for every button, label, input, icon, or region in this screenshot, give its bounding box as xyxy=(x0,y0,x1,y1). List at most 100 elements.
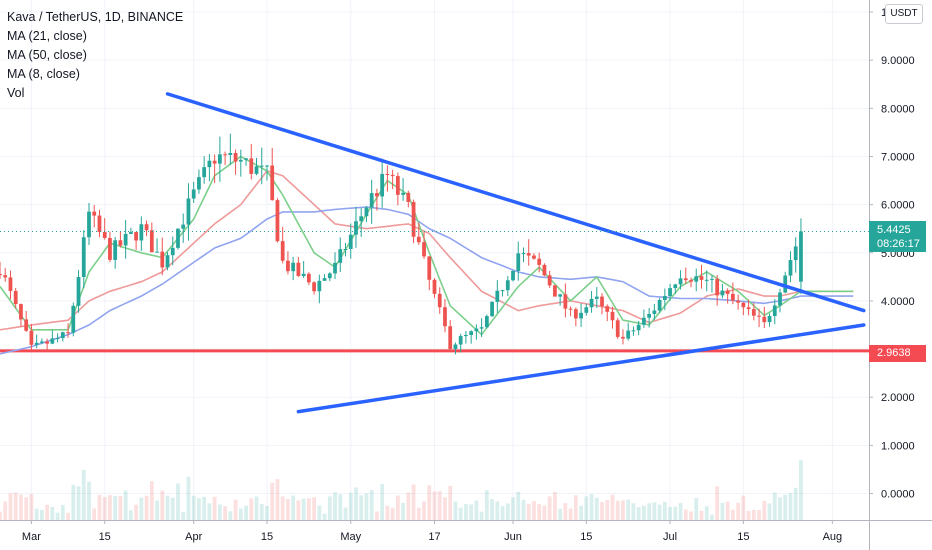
candle-body xyxy=(731,293,735,301)
candle-body xyxy=(558,294,563,297)
volume-bar xyxy=(615,500,620,520)
candle xyxy=(762,306,767,328)
candle-body xyxy=(579,312,583,319)
support-price-tag: 2.9638 xyxy=(869,345,926,362)
volume-bar xyxy=(500,506,505,520)
volume-bar xyxy=(338,494,343,520)
volume-bar xyxy=(395,495,400,520)
volume-bar xyxy=(584,496,589,520)
volume-bar xyxy=(699,510,704,520)
volume-bar xyxy=(668,506,672,520)
volume-bar xyxy=(673,506,678,520)
candle-body xyxy=(448,326,453,350)
candle-body xyxy=(348,234,353,249)
x-tick-label: Aug xyxy=(823,531,843,543)
candle-body xyxy=(134,232,138,241)
candle-body xyxy=(547,275,552,286)
volume-bar xyxy=(207,503,212,520)
candle xyxy=(270,147,275,201)
volume-bar xyxy=(19,494,23,520)
candle xyxy=(265,165,269,181)
volume-bar xyxy=(537,504,542,520)
y-tick-label: 2.0000 xyxy=(881,392,915,404)
candle xyxy=(233,149,238,175)
volume-bar xyxy=(495,501,500,520)
candle-body xyxy=(725,290,730,294)
candle xyxy=(113,236,118,269)
candle xyxy=(479,318,484,338)
candle xyxy=(45,338,49,353)
candle xyxy=(558,293,563,306)
candle xyxy=(799,218,803,295)
candle-body xyxy=(657,299,662,311)
candle-body xyxy=(772,305,777,316)
candle xyxy=(29,324,34,351)
candle-body xyxy=(767,315,772,323)
candle xyxy=(81,230,86,289)
ma8-line xyxy=(0,155,854,336)
candle-body xyxy=(652,310,657,314)
volume-bar xyxy=(600,502,604,520)
volume-bar xyxy=(526,503,531,520)
candle xyxy=(458,333,463,353)
candle xyxy=(521,247,526,263)
candle-body xyxy=(191,189,196,199)
indicator-volume-label[interactable]: Vol xyxy=(7,86,25,100)
volume-bar xyxy=(563,503,568,520)
candle xyxy=(181,213,186,243)
candle-body xyxy=(385,173,390,175)
volume-bar xyxy=(778,497,782,520)
candle-body xyxy=(778,292,782,306)
candle xyxy=(144,220,149,237)
candle xyxy=(390,169,395,190)
trendlines[interactable] xyxy=(165,92,866,414)
candle xyxy=(579,303,583,327)
candle-body xyxy=(118,240,123,246)
indicator-ma8-label[interactable]: MA (8, close) xyxy=(7,67,80,81)
candle xyxy=(537,252,542,273)
volume-bar xyxy=(521,499,526,520)
candle xyxy=(516,241,521,281)
candle xyxy=(621,329,625,345)
candle xyxy=(589,290,594,313)
ascending-trendline[interactable] xyxy=(296,323,866,414)
volume-bar xyxy=(139,497,144,520)
symbol-title[interactable]: Kava / TetherUS, 1D, BINANCE xyxy=(7,10,184,24)
candle-body xyxy=(259,165,264,167)
candle-body xyxy=(395,176,400,195)
x-tick-label: 15 xyxy=(99,531,111,543)
volume-bar xyxy=(479,511,484,520)
candle-body xyxy=(720,290,725,296)
volume-bar xyxy=(280,496,285,520)
volume-bar xyxy=(170,497,175,520)
candle xyxy=(327,272,332,282)
volume-bar xyxy=(683,509,688,520)
volume-bar xyxy=(176,483,180,520)
candle-body xyxy=(24,319,29,331)
candle-body xyxy=(29,330,34,345)
volume-bar xyxy=(610,494,615,520)
volume-bar xyxy=(772,492,777,520)
candle xyxy=(741,302,746,316)
candle xyxy=(495,280,500,313)
volume-bar xyxy=(767,503,772,520)
candle xyxy=(704,270,709,292)
candle-body xyxy=(275,200,280,242)
candle xyxy=(464,331,468,344)
volume-bar xyxy=(406,492,411,520)
volume-bar xyxy=(55,512,60,520)
y-tick-label: 6.0000 xyxy=(881,200,915,212)
volume-bar xyxy=(50,506,55,520)
indicator-ma21-label[interactable]: MA (21, close) xyxy=(7,29,87,43)
indicator-ma50-label[interactable]: MA (50, close) xyxy=(7,48,87,62)
descending-trendline[interactable] xyxy=(165,92,866,313)
candle xyxy=(500,289,505,297)
currency-unit-badge[interactable]: USDT xyxy=(885,4,923,24)
candle-body xyxy=(223,154,227,156)
candle xyxy=(631,326,636,336)
candle-body xyxy=(327,273,332,279)
volume-bar xyxy=(411,484,416,520)
candle xyxy=(348,223,353,259)
candle-body xyxy=(92,211,97,216)
